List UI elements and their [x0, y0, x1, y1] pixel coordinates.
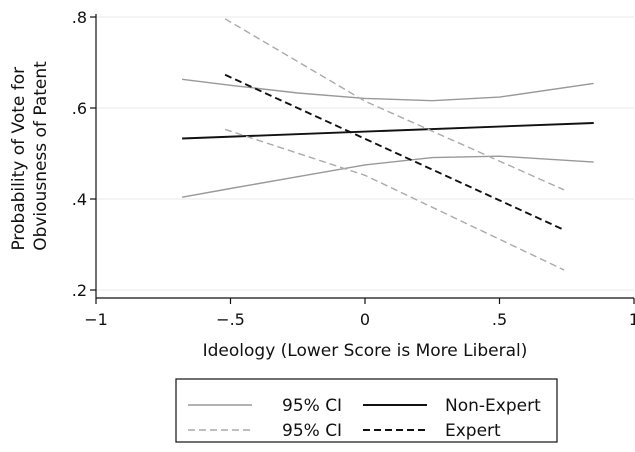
ci-dashed-series-line [224, 18, 565, 191]
ticks: .2 .4 .6 .8 −1 −.5 0 .5 1 [72, 8, 635, 329]
y-tick-label: .2 [72, 281, 87, 300]
x-tick-label: 1 [629, 310, 635, 329]
y-axis-label-line-1: Probability of Vote for [9, 67, 29, 251]
axes [95, 14, 634, 299]
y-tick-label: .4 [72, 190, 87, 209]
ci-solid-series-line [181, 155, 594, 198]
series [181, 18, 594, 271]
legend-label: 95% CI [282, 421, 342, 441]
x-tick-label: .5 [492, 310, 507, 329]
grid [96, 16, 634, 291]
legend: 95% CI Non-Expert 95% CI Expert [175, 378, 558, 443]
ci-dashed-series-line [224, 128, 565, 271]
y-axis-label: Probability of Vote for Obviousness of P… [9, 61, 51, 251]
legend-box [175, 378, 558, 443]
x-tick-label: −.5 [216, 310, 245, 329]
expert-series-line [224, 73, 565, 231]
ci-solid-series-line [182, 78, 594, 102]
x-tick-label: 0 [360, 310, 370, 329]
legend-label: Non-Expert [445, 396, 541, 416]
y-tick-label: .8 [72, 8, 87, 27]
y-axis-label-line-2: Obviousness of Patent [31, 61, 51, 251]
legend-label: Expert [445, 421, 501, 441]
legend-label: 95% CI [282, 396, 342, 416]
y-tick-label: .6 [72, 99, 87, 118]
x-tick-label: −1 [84, 310, 108, 329]
non-expert-series-line [182, 122, 594, 140]
x-axis-label: Ideology (Lower Score is More Liberal) [203, 341, 528, 361]
